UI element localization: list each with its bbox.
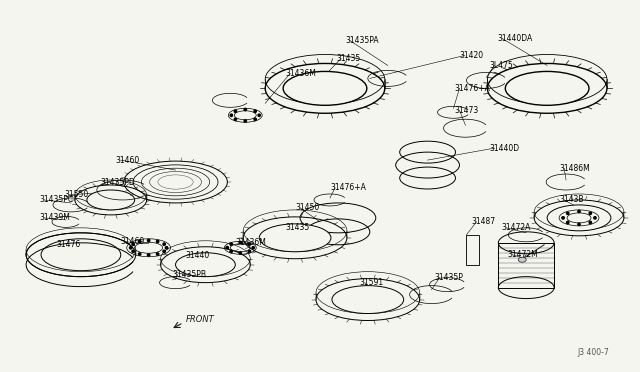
Text: 31450: 31450 [295, 203, 319, 212]
Text: 31440D: 31440D [490, 144, 520, 153]
Text: 31550: 31550 [64, 190, 88, 199]
Circle shape [226, 247, 228, 249]
Circle shape [165, 247, 168, 249]
Text: 31472M: 31472M [508, 250, 538, 259]
Circle shape [163, 243, 165, 246]
Text: 31487: 31487 [472, 217, 495, 227]
Circle shape [129, 247, 132, 249]
Text: 31476+A: 31476+A [330, 183, 366, 192]
Ellipse shape [259, 224, 331, 252]
Circle shape [589, 212, 591, 215]
Circle shape [147, 239, 150, 242]
Text: 31473: 31473 [454, 106, 479, 115]
Circle shape [132, 250, 134, 253]
Text: 31460: 31460 [116, 155, 140, 164]
Circle shape [578, 223, 580, 225]
Circle shape [163, 250, 165, 253]
Circle shape [147, 254, 150, 256]
Text: 31436M: 31436M [236, 238, 266, 247]
Circle shape [562, 217, 564, 219]
Circle shape [566, 221, 569, 224]
Text: 31420: 31420 [460, 51, 484, 60]
Circle shape [248, 243, 251, 245]
Circle shape [566, 212, 569, 215]
Text: 3L475: 3L475 [490, 61, 513, 70]
Circle shape [244, 108, 246, 111]
Circle shape [132, 243, 134, 246]
Ellipse shape [332, 286, 404, 314]
Text: 31436M: 31436M [285, 69, 316, 78]
Circle shape [138, 253, 141, 255]
Ellipse shape [87, 190, 134, 210]
Circle shape [252, 247, 255, 249]
Text: J3 400-7: J3 400-7 [577, 348, 609, 357]
Circle shape [244, 120, 246, 122]
Circle shape [156, 253, 159, 255]
Circle shape [594, 217, 596, 219]
Text: 31591: 31591 [360, 278, 384, 287]
Ellipse shape [283, 71, 367, 105]
Circle shape [138, 240, 141, 243]
Ellipse shape [518, 257, 526, 262]
Text: 31476+A: 31476+A [454, 84, 490, 93]
Circle shape [234, 118, 237, 121]
Text: 31435P: 31435P [435, 273, 463, 282]
Text: 31472A: 31472A [501, 223, 531, 232]
Circle shape [254, 118, 257, 121]
Text: 31435PD: 31435PD [101, 177, 136, 186]
Ellipse shape [41, 239, 121, 271]
Text: 31435PB: 31435PB [173, 270, 207, 279]
Circle shape [230, 250, 232, 253]
Circle shape [239, 252, 241, 254]
Circle shape [254, 110, 257, 112]
Circle shape [258, 114, 260, 116]
Text: 31440: 31440 [186, 251, 210, 260]
Text: 31439M: 31439M [39, 214, 70, 222]
Text: 31435: 31435 [336, 54, 360, 63]
Circle shape [589, 221, 591, 224]
Ellipse shape [175, 253, 236, 277]
Text: 31476: 31476 [56, 240, 80, 249]
Circle shape [248, 250, 251, 253]
Text: 31440DA: 31440DA [497, 34, 532, 43]
Circle shape [234, 110, 237, 112]
Text: 31435PA: 31435PA [345, 36, 378, 45]
Ellipse shape [506, 71, 589, 105]
Ellipse shape [547, 205, 611, 231]
Text: FRONT: FRONT [186, 315, 214, 324]
Circle shape [230, 243, 232, 245]
Text: 3143B: 3143B [559, 195, 584, 205]
Text: 31486M: 31486M [559, 164, 590, 173]
Text: 31469: 31469 [121, 237, 145, 246]
Circle shape [230, 114, 232, 116]
Circle shape [578, 210, 580, 213]
Text: 31435: 31435 [285, 223, 309, 232]
Circle shape [239, 241, 241, 244]
Circle shape [156, 240, 159, 243]
Text: 31435PC: 31435PC [39, 195, 73, 205]
